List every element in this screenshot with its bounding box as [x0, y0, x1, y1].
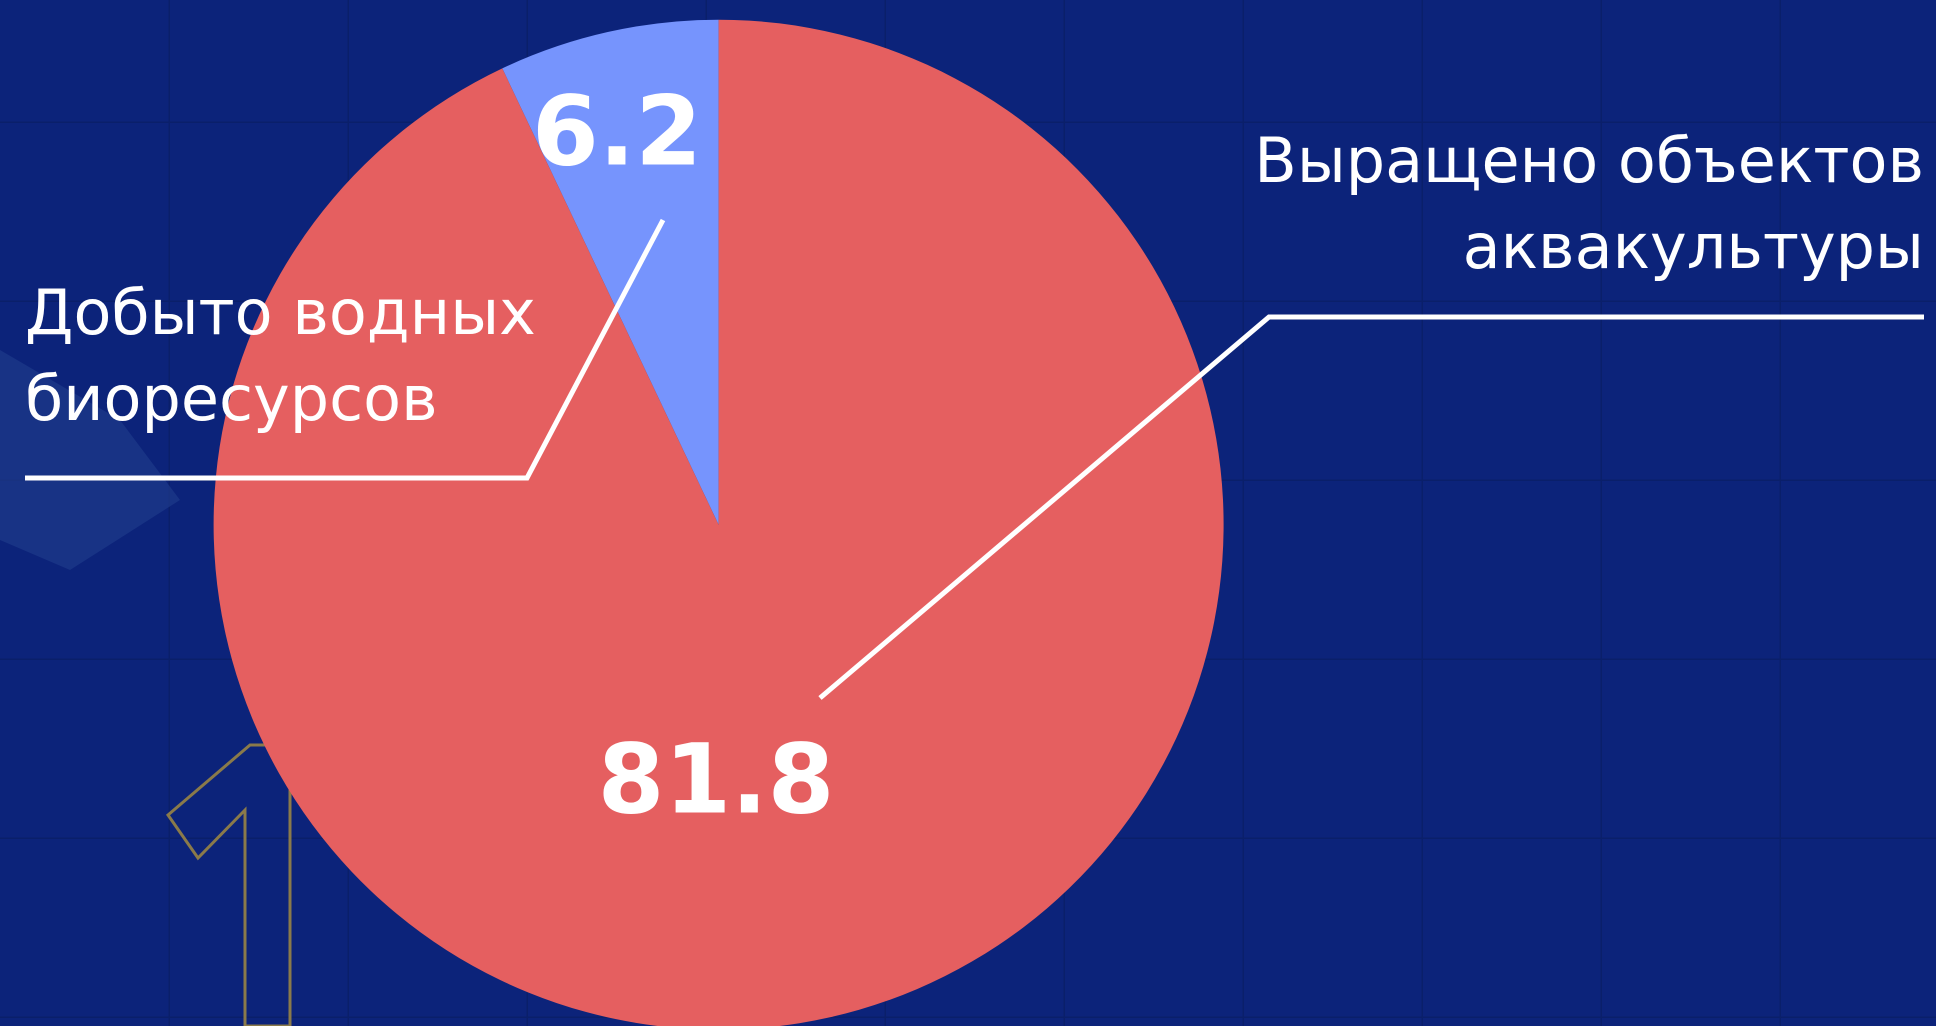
slice-label: Добыто водных биоресурсов: [25, 270, 585, 442]
slice-label: Выращено объектов аквакультуры: [1184, 118, 1924, 290]
data-label: 81.8: [598, 723, 835, 835]
pie-slice: [214, 20, 1224, 1026]
data-label: 6.2: [532, 75, 702, 187]
page: 6.2 81.8 Добыто водных биоресурсов Выраще…: [0, 0, 1936, 1026]
